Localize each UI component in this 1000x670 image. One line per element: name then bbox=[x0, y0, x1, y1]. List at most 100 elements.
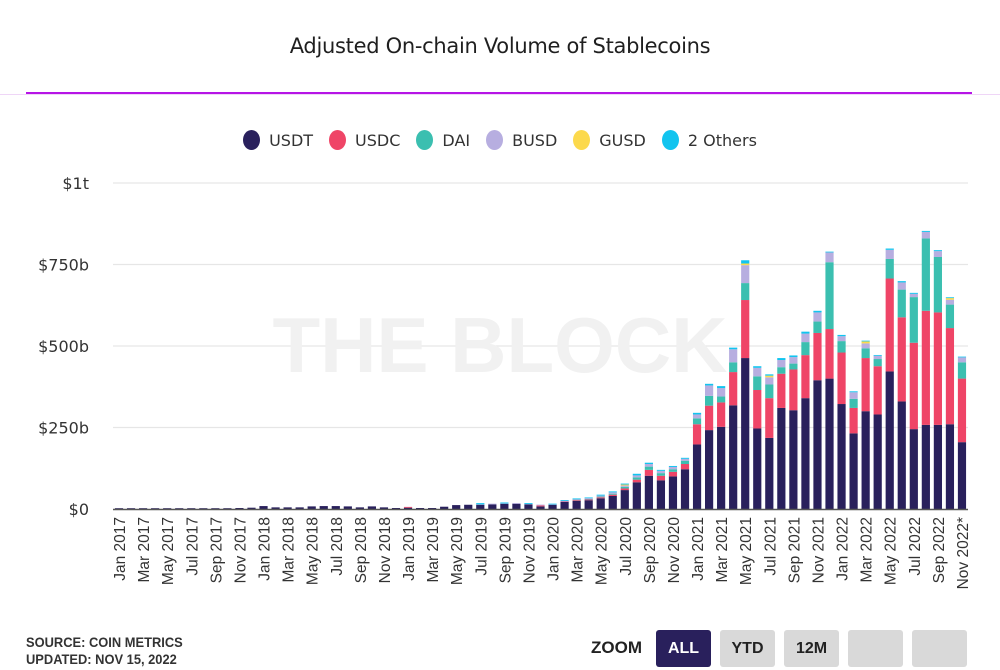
zoom-ytd-button[interactable]: YTD bbox=[720, 630, 775, 667]
bar-stack[interactable] bbox=[151, 508, 160, 509]
bar-stack[interactable] bbox=[319, 506, 328, 509]
bar-stack[interactable] bbox=[175, 508, 184, 509]
bar-stack[interactable] bbox=[560, 500, 569, 509]
bar-stack[interactable] bbox=[921, 230, 930, 509]
bar-stack[interactable] bbox=[379, 507, 389, 509]
bar-stack[interactable] bbox=[283, 507, 292, 509]
bar-stack[interactable] bbox=[885, 248, 894, 509]
bar-stack[interactable] bbox=[608, 491, 617, 509]
zoom-all-button[interactable]: ALL bbox=[656, 630, 711, 667]
bar-stack[interactable] bbox=[139, 508, 148, 509]
bar-segment-usdc bbox=[692, 424, 702, 445]
bar-stack[interactable] bbox=[765, 374, 774, 509]
bar-segment-2-others bbox=[753, 366, 762, 368]
bar-stack[interactable] bbox=[488, 503, 497, 509]
bar-stack[interactable] bbox=[596, 494, 605, 509]
legend-item-gusd[interactable]: GUSD bbox=[573, 130, 646, 150]
bar-segment-busd bbox=[765, 377, 774, 385]
bar-stack[interactable] bbox=[199, 508, 208, 509]
bar-stack[interactable] bbox=[668, 465, 678, 509]
bar-stack[interactable] bbox=[801, 331, 810, 509]
bar-stack[interactable] bbox=[114, 508, 124, 509]
bar-stack[interactable] bbox=[632, 473, 641, 509]
bar-stack[interactable] bbox=[777, 358, 786, 509]
bar-stack[interactable] bbox=[440, 506, 449, 509]
bar-stack[interactable] bbox=[271, 507, 280, 509]
bar-segment-usdt bbox=[560, 501, 569, 509]
zoom-extra-button-2[interactable] bbox=[912, 630, 967, 667]
bar-stack[interactable] bbox=[909, 292, 918, 509]
bar-segment-usdc bbox=[825, 329, 834, 379]
zoom-extra-button-1[interactable] bbox=[848, 630, 903, 667]
bar-stack[interactable] bbox=[656, 469, 666, 509]
chart-title: Adjusted On-chain Volume of Stablecoins bbox=[289, 34, 711, 58]
bar-stack[interactable] bbox=[729, 347, 738, 509]
bar-stack[interactable] bbox=[355, 507, 364, 509]
bar-stack[interactable] bbox=[259, 506, 268, 509]
bar-stack[interactable] bbox=[476, 503, 485, 509]
bar-stack[interactable] bbox=[211, 508, 220, 509]
bar-stack[interactable] bbox=[428, 508, 437, 509]
x-tick-label: Sep 2019 bbox=[497, 517, 514, 583]
bar-stack[interactable] bbox=[741, 260, 750, 509]
bar-segment-busd bbox=[789, 357, 798, 364]
bar-segment-usdc bbox=[849, 407, 858, 434]
bar-stack[interactable] bbox=[861, 340, 870, 509]
bar-stack[interactable] bbox=[415, 508, 425, 509]
bar-stack[interactable] bbox=[163, 508, 172, 509]
bar-stack[interactable] bbox=[512, 502, 521, 509]
bar-stack[interactable] bbox=[126, 508, 136, 509]
bar-stack[interactable] bbox=[789, 355, 798, 509]
bar-stack[interactable] bbox=[500, 502, 509, 509]
bar-stack[interactable] bbox=[572, 498, 581, 509]
bar-stack[interactable] bbox=[813, 310, 822, 509]
bar-stack[interactable] bbox=[849, 391, 858, 509]
bar-segment-usdt bbox=[680, 469, 690, 509]
bar-stack[interactable] bbox=[403, 506, 413, 509]
bar-segment-busd bbox=[801, 333, 810, 343]
bar-segment-usdc bbox=[801, 355, 810, 399]
legend-item-usdc[interactable]: USDC bbox=[329, 130, 400, 150]
bar-stack[interactable] bbox=[692, 412, 702, 509]
legend-item-others[interactable]: 2 Others bbox=[661, 130, 757, 150]
bar-segment-busd bbox=[668, 466, 678, 470]
bar-segment-usdc bbox=[789, 369, 798, 411]
bar-stack[interactable] bbox=[825, 251, 834, 509]
bar-stack[interactable] bbox=[945, 297, 955, 509]
bar-stack[interactable] bbox=[524, 503, 533, 509]
bar-stack[interactable] bbox=[873, 354, 882, 509]
bar-stack[interactable] bbox=[235, 508, 244, 509]
bar-stack[interactable] bbox=[343, 506, 352, 509]
legend-item-dai[interactable]: DAI bbox=[416, 130, 470, 150]
bar-segment-usdt bbox=[524, 504, 533, 509]
bar-stack[interactable] bbox=[536, 504, 545, 509]
bar-stack[interactable] bbox=[223, 508, 232, 509]
bar-stack[interactable] bbox=[753, 366, 762, 509]
bar-stack[interactable] bbox=[933, 250, 942, 509]
bar-stack[interactable] bbox=[705, 383, 714, 509]
bar-stack[interactable] bbox=[837, 334, 846, 509]
bar-stack[interactable] bbox=[295, 507, 304, 509]
bar-stack[interactable] bbox=[464, 504, 473, 509]
bar-stack[interactable] bbox=[331, 506, 340, 509]
legend-item-busd[interactable]: BUSD bbox=[486, 130, 557, 150]
bar-stack[interactable] bbox=[717, 386, 726, 509]
bar-stack[interactable] bbox=[391, 508, 401, 509]
bar-stack[interactable] bbox=[620, 483, 629, 509]
bar-stack[interactable] bbox=[680, 457, 690, 509]
legend-item-usdt[interactable]: USDT bbox=[243, 130, 313, 150]
bar-stack[interactable] bbox=[452, 505, 461, 509]
bar-segment-usdt bbox=[620, 490, 629, 509]
bar-stack[interactable] bbox=[187, 508, 196, 509]
bar-stack[interactable] bbox=[548, 503, 557, 509]
bar-stack[interactable] bbox=[584, 497, 593, 509]
zoom-12m-button[interactable]: 12M bbox=[784, 630, 839, 667]
bar-stack[interactable] bbox=[247, 507, 256, 509]
bar-stack[interactable] bbox=[897, 281, 906, 509]
bar-stack[interactable] bbox=[644, 462, 653, 509]
bar-stack[interactable] bbox=[367, 506, 376, 509]
bar-stack[interactable] bbox=[957, 356, 967, 509]
bar-segment-2-others bbox=[777, 358, 786, 361]
bar-segment-usdt bbox=[379, 507, 389, 509]
bar-stack[interactable] bbox=[307, 506, 316, 509]
